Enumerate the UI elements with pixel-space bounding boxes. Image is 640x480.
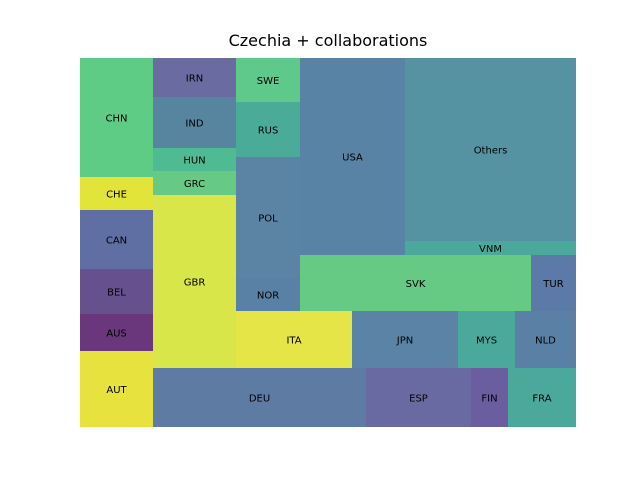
- treemap-cell-vnm: [405, 241, 576, 255]
- treemap-cell-hun: [153, 148, 236, 171]
- treemap-label-vnm: VNM: [479, 244, 502, 255]
- treemap-label-fin: FIN: [481, 394, 497, 405]
- treemap-cell-gbr: [153, 195, 236, 368]
- treemap-label-tur: TUR: [542, 279, 563, 290]
- treemap-cell-svk: [300, 255, 531, 311]
- treemap-cell-mys: [458, 311, 515, 368]
- treemap-label-irn: IRN: [186, 74, 203, 85]
- treemap-label-ind: IND: [185, 119, 203, 130]
- treemap-label-hun: HUN: [183, 156, 205, 167]
- treemap-label-bel: BEL: [107, 288, 126, 299]
- treemap-cell-nld: [515, 311, 576, 368]
- treemap-label-others: Others: [474, 146, 508, 157]
- treemap-cell-grc: [153, 171, 236, 195]
- treemap-label-grc: GRC: [184, 179, 205, 190]
- treemap-cell-ind: [153, 97, 236, 148]
- treemap-cell-rus: [236, 102, 300, 157]
- chart-title: Czechia + collaborations: [228, 31, 428, 50]
- treemap-cell-usa: [300, 58, 405, 255]
- treemap-label-nor: NOR: [257, 291, 279, 302]
- treemap-cell-tur: [531, 255, 576, 311]
- treemap-cell-nor: [236, 278, 300, 311]
- treemap-label-swe: SWE: [257, 76, 280, 87]
- treemap-label-jpn: JPN: [396, 336, 413, 347]
- treemap-label-pol: POL: [258, 214, 278, 225]
- treemap-cell-can: [80, 210, 153, 269]
- treemap-cell-esp: [366, 368, 471, 427]
- treemap-label-gbr: GBR: [184, 278, 206, 289]
- treemap-cell-che: [80, 177, 153, 210]
- treemap-cell-irn: [153, 58, 236, 97]
- treemap-cell-bel: [80, 269, 153, 314]
- treemap-cell-jpn: [352, 311, 458, 368]
- treemap-cell-pol: [236, 157, 300, 278]
- treemap-label-chn: CHN: [106, 114, 128, 125]
- treemap-cell-fin: [471, 368, 508, 427]
- treemap-cell-fra: [508, 368, 576, 427]
- treemap-label-deu: DEU: [249, 394, 270, 405]
- treemap-label-usa: USA: [342, 153, 363, 164]
- treemap-label-mys: MYS: [476, 336, 497, 347]
- treemap-cell-deu: [153, 368, 366, 427]
- treemap-cell-others: [405, 58, 576, 241]
- treemap-cell-chn: [80, 58, 153, 177]
- treemap-label-nld: NLD: [535, 336, 556, 347]
- treemap-label-can: CAN: [106, 236, 127, 247]
- treemap-cell-ita: [236, 311, 352, 368]
- treemap-label-svk: SVK: [406, 279, 426, 290]
- treemap-label-fra: FRA: [532, 394, 551, 405]
- treemap-cell-aut: [80, 351, 153, 427]
- treemap-label-aut: AUT: [106, 385, 127, 396]
- treemap-label-esp: ESP: [409, 394, 428, 405]
- treemap-cell-swe: [236, 58, 300, 102]
- treemap-label-aus: AUS: [106, 329, 127, 340]
- treemap-label-che: CHE: [106, 190, 127, 201]
- treemap-label-ita: ITA: [286, 336, 301, 347]
- treemap-cell-aus: [80, 314, 153, 351]
- treemap-label-rus: RUS: [258, 126, 279, 137]
